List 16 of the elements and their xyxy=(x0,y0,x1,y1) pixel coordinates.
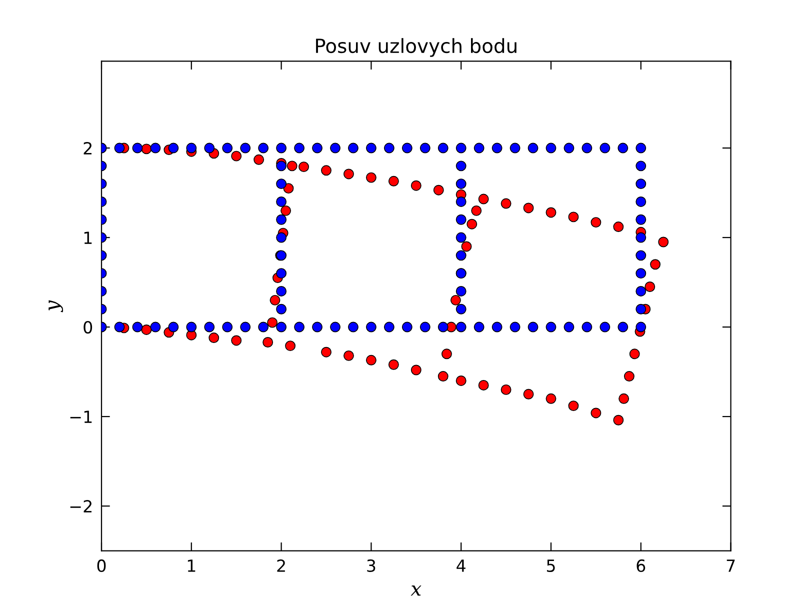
x-axis-title: x xyxy=(410,586,422,596)
x-tick-label: 0 xyxy=(97,559,106,572)
x-tick-label: 5 xyxy=(546,560,555,572)
x-tick-label: 1 xyxy=(188,560,196,572)
x-tick-label: 2 xyxy=(277,559,285,572)
y-tick-label: 2 xyxy=(84,142,92,154)
y-tick-label: −2 xyxy=(70,500,92,512)
chart-title: Posuv uzlovych bodu xyxy=(316,38,516,57)
x-tick-label: 7 xyxy=(726,560,735,572)
y-tick-label: 0 xyxy=(84,320,92,334)
x-tick-label: 4 xyxy=(456,560,466,572)
y-axis-title: y xyxy=(48,300,64,312)
x-tick-label: 3 xyxy=(367,559,376,572)
y-tick-label: 1 xyxy=(84,232,92,244)
x-tick-label: 6 xyxy=(636,559,646,572)
y-tick-label: −1 xyxy=(70,410,92,423)
